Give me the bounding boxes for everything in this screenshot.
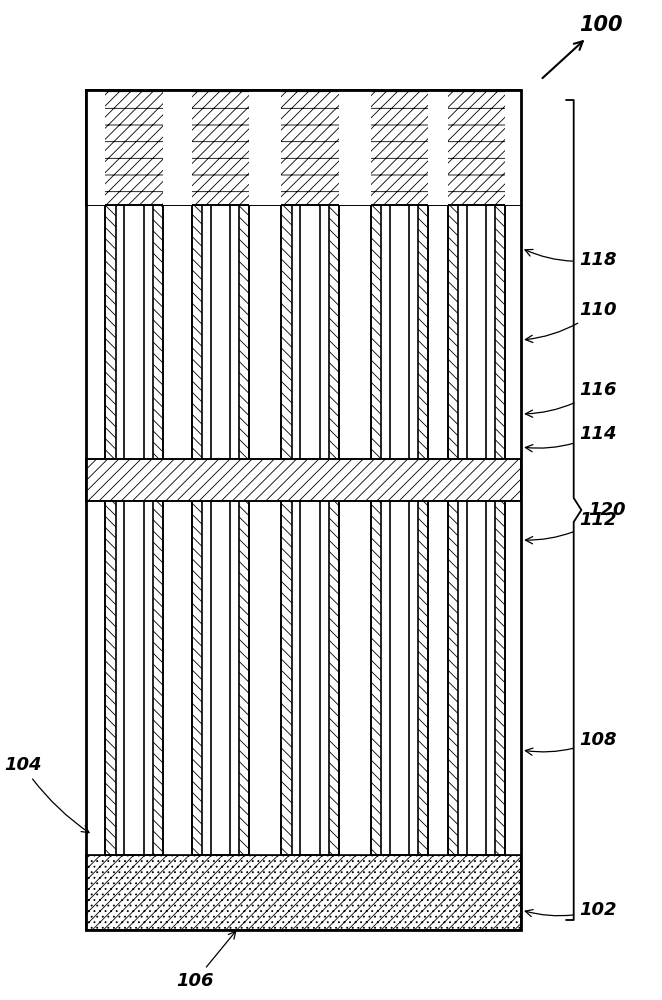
Bar	[163, 205, 192, 855]
Bar	[86, 205, 521, 855]
Bar	[116, 205, 153, 855]
Bar	[250, 205, 281, 855]
Bar	[105, 205, 163, 855]
Bar	[250, 90, 281, 205]
Text: 108: 108	[526, 731, 616, 755]
Bar	[428, 205, 448, 855]
Bar	[505, 90, 521, 205]
Bar	[281, 90, 339, 205]
Bar	[86, 205, 105, 855]
Bar	[192, 205, 250, 855]
Bar	[328, 205, 339, 855]
Bar	[86, 459, 521, 501]
Bar	[163, 90, 192, 205]
Text: 112: 112	[526, 511, 616, 544]
Bar	[467, 501, 486, 855]
Text: 104: 104	[4, 756, 89, 833]
Bar	[467, 205, 486, 459]
Bar	[505, 205, 521, 855]
Bar	[418, 205, 428, 855]
Bar	[448, 90, 505, 205]
Text: 110: 110	[526, 301, 616, 342]
Bar	[390, 205, 409, 459]
Bar	[105, 205, 116, 855]
Bar	[86, 90, 105, 205]
Bar	[211, 205, 230, 459]
Text: 102: 102	[525, 901, 616, 919]
Bar	[448, 205, 505, 855]
Text: 100: 100	[542, 15, 622, 78]
Bar	[301, 501, 320, 855]
Bar	[371, 205, 381, 855]
Text: 118: 118	[525, 249, 616, 269]
Bar	[371, 90, 428, 205]
Bar	[291, 205, 328, 855]
Bar	[428, 90, 448, 205]
Bar	[281, 205, 291, 855]
Bar	[124, 205, 144, 459]
Bar	[239, 205, 250, 855]
Bar	[153, 205, 163, 855]
Text: 106: 106	[176, 931, 236, 990]
Bar	[105, 90, 163, 205]
Bar	[448, 205, 458, 855]
Bar	[86, 90, 521, 205]
Bar	[458, 205, 495, 855]
Bar	[86, 90, 521, 205]
Bar	[390, 501, 409, 855]
Bar	[339, 90, 371, 205]
Bar	[281, 205, 339, 855]
Bar	[86, 459, 521, 501]
Bar	[211, 501, 230, 855]
Bar	[371, 205, 428, 855]
Bar	[86, 90, 521, 930]
Bar	[339, 205, 371, 855]
Bar	[192, 205, 202, 855]
Bar	[124, 501, 144, 855]
Bar	[381, 205, 418, 855]
Text: 114: 114	[526, 425, 616, 452]
Bar	[301, 205, 320, 459]
Bar	[86, 855, 521, 930]
Text: 116: 116	[526, 381, 616, 417]
Bar	[202, 205, 239, 855]
Bar	[192, 90, 250, 205]
Text: 120: 120	[588, 501, 626, 519]
Bar	[495, 205, 505, 855]
